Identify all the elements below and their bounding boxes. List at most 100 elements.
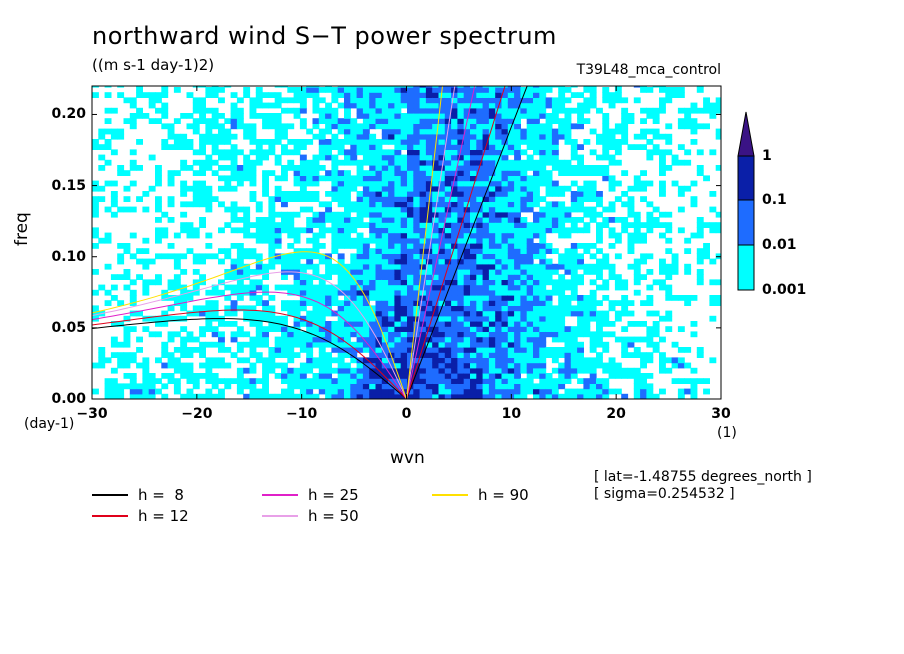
heatmap-cell (514, 253, 521, 260)
heatmap-cell (596, 388, 603, 395)
heatmap-cell (344, 180, 351, 187)
heatmap-cell (117, 321, 125, 327)
heatmap-cell (142, 357, 150, 364)
heatmap-cell (514, 393, 521, 399)
heatmap-cell (312, 232, 320, 239)
heatmap-cell (488, 180, 496, 187)
heatmap-cell (564, 165, 572, 171)
heatmap-cell (438, 97, 446, 104)
heatmap-cell (690, 196, 698, 202)
heatmap-cell (665, 133, 673, 140)
heatmap-cell (495, 383, 503, 390)
heatmap-cell (652, 341, 660, 348)
heatmap-cell (539, 274, 547, 280)
heatmap-cell (306, 258, 314, 265)
heatmap-cell (400, 378, 408, 384)
heatmap-cell (640, 87, 647, 93)
heatmap-cell (495, 279, 503, 286)
heatmap-cell (388, 165, 395, 171)
heatmap-cell (539, 243, 547, 249)
heatmap-cell (577, 352, 584, 358)
heatmap-cell (394, 149, 402, 156)
heatmap-cell (262, 383, 269, 390)
heatmap-cell (640, 336, 647, 343)
heatmap-cell (501, 201, 509, 208)
heatmap-cell (501, 107, 509, 114)
heatmap-cell (551, 367, 559, 374)
heatmap-cell (293, 393, 301, 399)
heatmap-cell (463, 378, 471, 384)
heatmap-cell (425, 123, 433, 130)
heatmap-cell (514, 378, 521, 384)
rossby-curve (92, 271, 407, 399)
heatmap-cell (199, 217, 206, 223)
heatmap-cell (236, 279, 244, 286)
heatmap-cell (186, 352, 194, 358)
heatmap-cell (596, 315, 603, 322)
heatmap-cell (262, 373, 269, 379)
heatmap-cell (564, 373, 572, 379)
heatmap-cell (375, 243, 383, 249)
heatmap-cell (262, 227, 269, 234)
heatmap-cell (438, 331, 446, 338)
heatmap-cell (608, 102, 616, 109)
heatmap-cell (501, 263, 509, 270)
heatmap-cell (444, 274, 452, 280)
heatmap-cell (570, 86, 578, 88)
heatmap-cell (344, 201, 351, 208)
heatmap-cell (677, 393, 685, 399)
heatmap-cell (488, 86, 496, 88)
heatmap-cell (646, 284, 654, 291)
heatmap-cell (495, 315, 503, 322)
heatmap-cell (381, 222, 389, 228)
heatmap-cell (444, 315, 452, 322)
heatmap-cell (394, 289, 402, 296)
heatmap-cell (451, 185, 458, 192)
heatmap-cell (533, 321, 540, 327)
heatmap-cell (652, 326, 660, 332)
heatmap-cell (507, 243, 515, 249)
heatmap-cell (394, 237, 402, 244)
heatmap-cell (438, 393, 446, 399)
heatmap-cell (92, 139, 99, 145)
heatmap-cell (457, 144, 465, 150)
heatmap-cell (646, 227, 654, 234)
heatmap-cell (230, 175, 238, 182)
heatmap-cell (690, 331, 698, 338)
heatmap-cell (457, 263, 465, 270)
heatmap-cell (331, 175, 339, 182)
heatmap-cell (614, 362, 622, 369)
heatmap-cell (413, 144, 421, 150)
heatmap-cell (129, 352, 137, 358)
heatmap-cell (526, 315, 534, 322)
heatmap-cell (545, 315, 553, 322)
heatmap-cell (255, 97, 263, 104)
heatmap-cell (312, 326, 320, 332)
heatmap-cell (400, 102, 408, 109)
heatmap-cell (262, 341, 269, 348)
heatmap-cell (545, 321, 553, 327)
heatmap-cell (533, 139, 540, 145)
heatmap-cell (476, 222, 484, 228)
heatmap-cell (331, 211, 339, 218)
heatmap-cell (564, 206, 572, 213)
heatmap-cell (438, 388, 446, 395)
heatmap-cell (318, 362, 326, 369)
heatmap-cell (218, 123, 225, 130)
heatmap-cell (463, 357, 471, 364)
heatmap-cell (551, 279, 559, 286)
heatmap-cell (129, 383, 137, 390)
heatmap-cell (356, 295, 364, 301)
heatmap-cell (142, 383, 150, 390)
heatmap-cell (350, 352, 358, 358)
heatmap-cell (230, 123, 238, 130)
heatmap-cell (312, 253, 320, 260)
heatmap-cell (356, 87, 364, 93)
heatmap-cell (110, 336, 118, 343)
heatmap-cell (419, 118, 427, 124)
heatmap-cell (155, 357, 162, 364)
heatmap-cell (495, 253, 503, 260)
heatmap-cell (369, 393, 377, 399)
heatmap-cell (344, 305, 351, 312)
heatmap-cell (501, 305, 509, 312)
